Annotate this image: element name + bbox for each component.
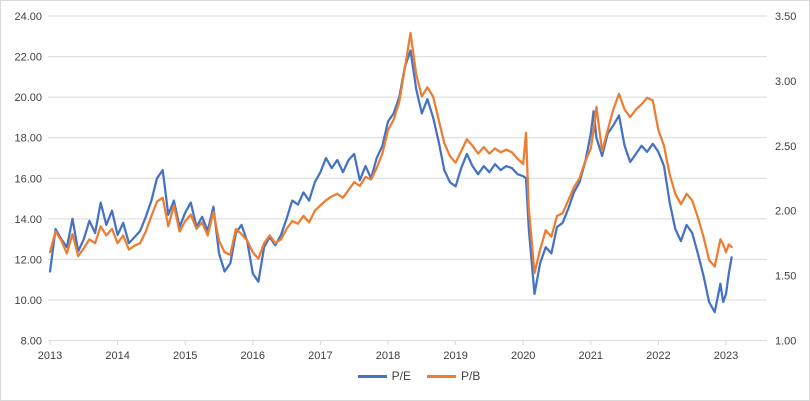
right-axis-tick-label: 3.50: [775, 11, 796, 23]
legend-line-swatch: [427, 374, 456, 378]
right-axis-tick-label: 2.50: [775, 141, 796, 153]
legend-item-pe[interactable]: P/E: [357, 369, 411, 383]
x-axis-year-label: 2013: [38, 350, 62, 362]
left-axis-tick-label: 16.00: [14, 173, 42, 185]
legend-item-pb[interactable]: P/B: [427, 369, 480, 383]
x-axis-year-label: 2016: [241, 350, 265, 362]
left-axis-tick-label: 18.00: [14, 133, 42, 145]
x-axis-year-label: 2018: [376, 350, 400, 362]
x-axis-year-label: 2020: [511, 350, 535, 362]
x-axis-year-label: 2023: [714, 350, 738, 362]
pe-line: [48, 49, 733, 314]
legend-label: P/B: [461, 369, 481, 383]
right-axis-tick-label: 2.00: [775, 206, 796, 218]
left-axis-tick-label: 14.00: [14, 214, 42, 226]
right-axis-tick-label: 1.00: [775, 336, 796, 348]
left-axis-tick-label: 24.00: [14, 11, 42, 23]
legend-label: P/E: [391, 369, 411, 383]
pb-line: [48, 31, 733, 275]
x-axis-year-label: 2022: [646, 350, 670, 362]
left-axis-tick-label: 10.00: [14, 295, 42, 307]
right-axis-tick-label: 3.00: [775, 76, 796, 88]
left-axis-tick-label: 22.00: [14, 52, 42, 64]
x-axis-year-label: 2019: [443, 350, 467, 362]
gridlines: [48, 15, 767, 341]
left-axis-tick-label: 20.00: [14, 92, 42, 104]
axis-ticks: [49, 340, 727, 345]
left-axis-tick-label: 8.00: [21, 336, 42, 348]
x-axis-year-label: 2017: [308, 350, 332, 362]
x-axis-year-label: 2015: [173, 350, 197, 362]
left-axis-tick-label: 12.00: [14, 254, 42, 266]
legend: P/E P/B: [1, 369, 809, 383]
x-axis-year-label: 2021: [579, 350, 603, 362]
legend-line-swatch: [357, 374, 387, 378]
axis-labels: 24.00 22.00 20.00 18.00 16.00 14.00 12.00 10.00…: [14, 11, 796, 362]
series-lines: [48, 31, 733, 314]
x-axis-year-label: 2014: [105, 350, 129, 362]
right-axis-tick-label: 1.50: [775, 271, 796, 283]
